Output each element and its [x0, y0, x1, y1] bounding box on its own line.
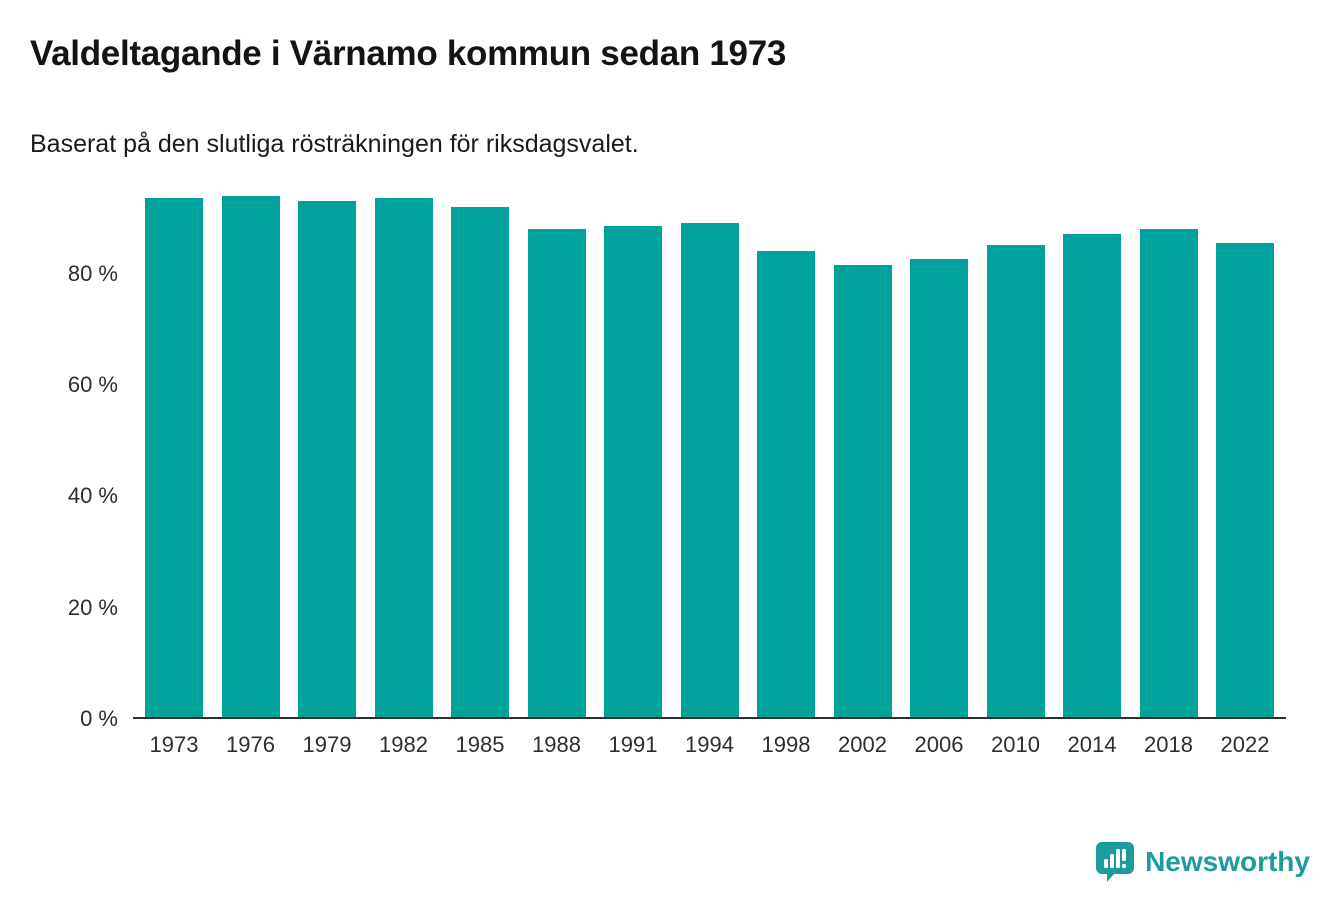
- plot-area: [133, 190, 1286, 719]
- bar-2022: [1216, 242, 1274, 717]
- chart-title: Valdeltagande i Värnamo kommun sedan 197…: [30, 34, 787, 73]
- y-axis-tick-label: 20 %: [67, 594, 118, 620]
- newsworthy-logo-text: Newsworthy: [1145, 846, 1310, 877]
- x-axis-label-2018: 2018: [1144, 732, 1193, 757]
- bar-chart: 0 % 20 % 40 % 60 % 80 % 1973 1976 1979 1982 1985…: [30, 190, 1286, 790]
- y-axis-tick-label: 60 %: [67, 371, 118, 397]
- x-axis-label-1991: 1991: [608, 732, 658, 757]
- bar-1998: [757, 251, 815, 717]
- newsworthy-logo-icon: [1096, 842, 1135, 882]
- bar-2006: [910, 259, 968, 717]
- bar-1976: [221, 195, 280, 717]
- y-axis-tick-label: 40 %: [67, 483, 118, 509]
- y-axis-tick-label: 80 %: [67, 260, 118, 286]
- y-axis-tick-label: 0 %: [80, 706, 118, 731]
- x-axis-label-2002: 2002: [838, 732, 887, 757]
- x-axis-label-1982: 1982: [379, 732, 428, 757]
- bars: [145, 190, 1274, 717]
- bar-2018: [1139, 228, 1198, 717]
- bar-1985: [451, 206, 509, 717]
- bar-2002: [833, 264, 892, 717]
- x-axis-label-2014: 2014: [1067, 732, 1117, 757]
- x-axis-label-2006: 2006: [914, 732, 964, 757]
- x-axis-label-2010: 2010: [991, 732, 1040, 757]
- x-axis-label-2022: 2022: [1220, 732, 1270, 757]
- y-axis: 0 % 20 % 40 % 60 % 80 %: [30, 190, 118, 731]
- x-axis-label-1988: 1988: [532, 732, 581, 757]
- bar-1982: [374, 198, 433, 717]
- bar-1988: [527, 228, 586, 717]
- bar-2014: [1063, 234, 1121, 717]
- x-axis-label-1985: 1985: [455, 732, 505, 757]
- newsworthy-logo: Newsworthy: [1095, 841, 1310, 883]
- x-axis-label-1979: 1979: [302, 732, 352, 757]
- x-axis-label-1976: 1976: [226, 732, 275, 757]
- bar-1991: [604, 226, 662, 717]
- x-axis-labels: 1973 1976 1979 1982 1985 1988 1991 1994 1998 2002…: [145, 732, 1274, 758]
- bar-1979: [298, 201, 356, 717]
- x-axis-label-1994: 1994: [685, 732, 734, 757]
- chart-subtitle: Baserat på den slutliga rösträkningen fö…: [30, 130, 639, 158]
- bar-1973: [145, 198, 203, 717]
- x-axis-label-1973: 1973: [149, 732, 199, 757]
- bar-2010: [986, 245, 1045, 717]
- x-axis-label-1998: 1998: [761, 732, 811, 757]
- bar-1994: [680, 223, 739, 717]
